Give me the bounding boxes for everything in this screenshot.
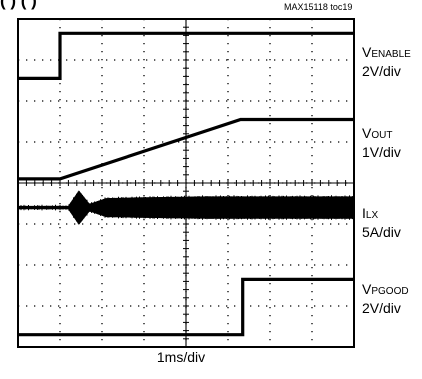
trace-ilx-ripple: [17, 191, 355, 224]
trace-scale-venable: 2V/div: [362, 63, 401, 79]
trace-name-venable-sub: ENABLE: [371, 49, 411, 60]
trace-scale-vout: 1V/div: [362, 144, 401, 160]
trace-label-ilx: ILX 5A/div: [362, 205, 401, 241]
trace-label-vpgood: VPGOOD 2V/div: [362, 281, 409, 317]
trace-name-vpgood-main: V: [362, 281, 372, 297]
trace-name-vpgood-sub: PGOOD: [371, 286, 409, 297]
trace-label-vout: VOUT 1V/div: [362, 125, 401, 161]
trace-vout: [18, 117, 354, 181]
trace-scale-vpgood: 2V/div: [362, 300, 401, 316]
trace-name-venable-main: V: [362, 44, 372, 60]
trace-label-venable: VENABLE 2V/div: [362, 44, 411, 80]
trace-name-ilx-sub: LX: [365, 210, 379, 221]
chart-title-fragment: ( ) ( ): [0, 0, 37, 10]
trace-scale-ilx: 5A/div: [362, 224, 401, 240]
x-scale-label: 1ms/div: [156, 349, 206, 365]
trace-vpgood: [18, 277, 354, 337]
trace-venable: [18, 31, 354, 81]
trace-name-vout-sub: OUT: [371, 130, 393, 141]
trace-name-vout-main: V: [362, 125, 372, 141]
figure-id: MAX15118 toc19: [284, 2, 353, 12]
trace-name-ilx-main: I: [362, 205, 366, 221]
